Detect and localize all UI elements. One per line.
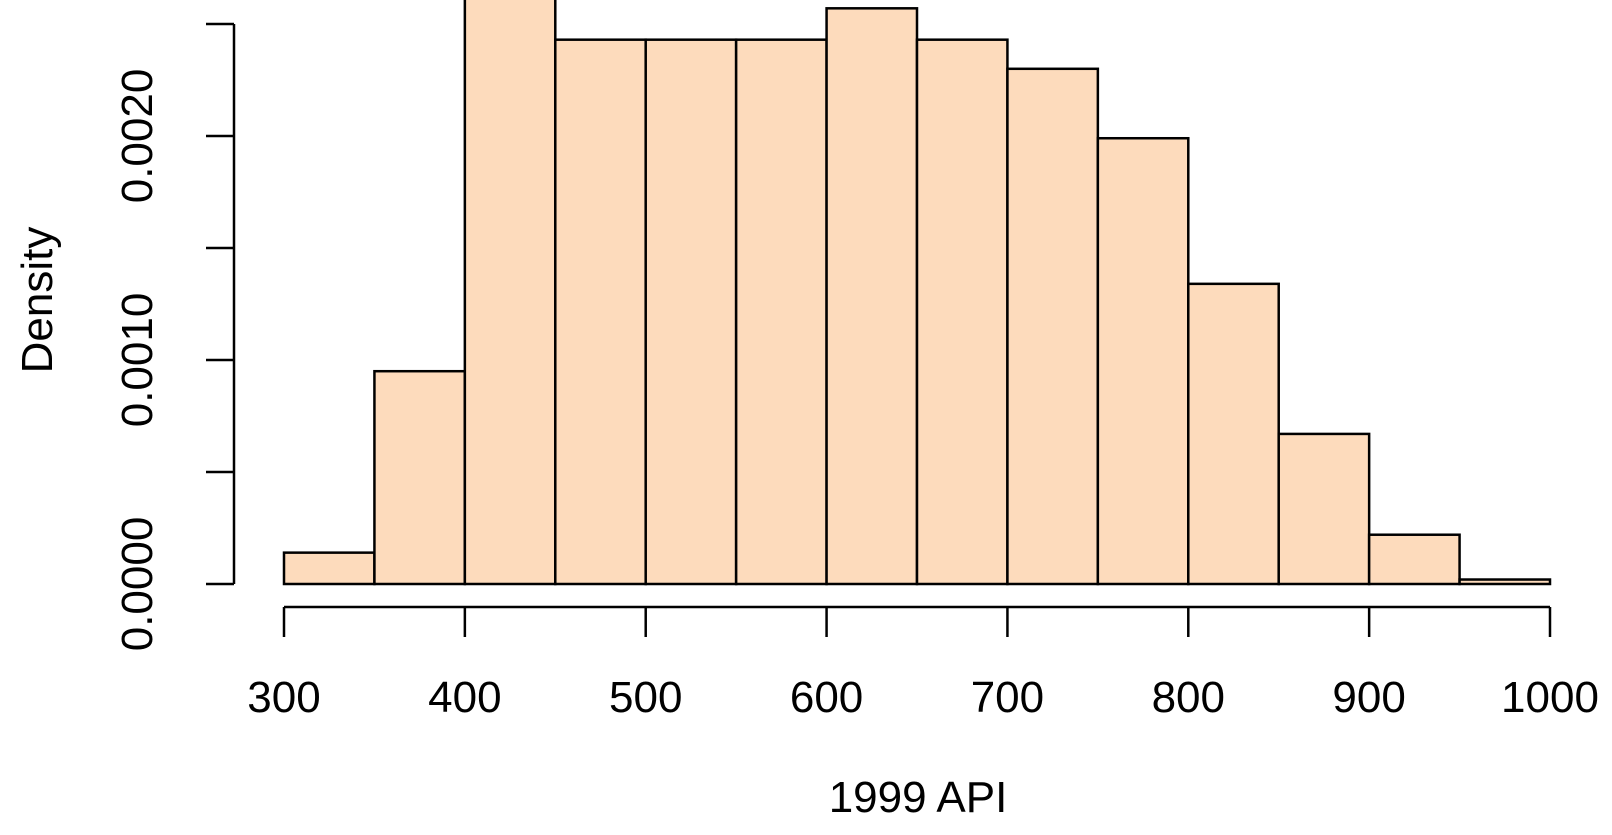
histogram-bar — [1187, 282, 1280, 586]
y-tick-label: 0.0000 — [113, 517, 162, 652]
histogram-bar — [1367, 533, 1461, 586]
y-axis-title: Density — [13, 227, 62, 374]
x-axis: 300 400 500 600 700 800 900 1000 — [247, 605, 1599, 722]
x-tick-label: 900 — [1332, 673, 1405, 722]
x-tick-label: 400 — [428, 673, 501, 722]
histogram-bars — [282, 0, 1552, 586]
histogram-bar — [825, 7, 919, 586]
y-tick-label: 0.0020 — [113, 69, 162, 204]
histogram-bar — [554, 38, 647, 586]
x-tick-label: 1000 — [1501, 673, 1599, 722]
x-tick-label: 700 — [971, 673, 1044, 722]
x-tick-label: 800 — [1152, 673, 1225, 722]
x-tick-label: 600 — [790, 673, 863, 722]
histogram-bar — [373, 369, 467, 586]
histogram-bar — [644, 38, 738, 586]
y-axis: 0.0000 0.0010 0.0020 — [113, 22, 236, 652]
histogram-bar — [1277, 432, 1371, 586]
histogram-bar — [915, 38, 1009, 586]
histogram-bar — [1458, 578, 1552, 586]
histogram-bar — [1006, 67, 1100, 586]
histogram-bar — [734, 38, 828, 586]
histogram-bar — [282, 551, 376, 586]
y-tick-label: 0.0010 — [113, 293, 162, 428]
x-tick-label: 300 — [247, 673, 320, 722]
histogram-bar — [463, 0, 557, 586]
x-tick-label: 500 — [609, 673, 682, 722]
histogram-bar — [1096, 136, 1190, 586]
x-axis-title: 1999 API — [829, 773, 1008, 822]
